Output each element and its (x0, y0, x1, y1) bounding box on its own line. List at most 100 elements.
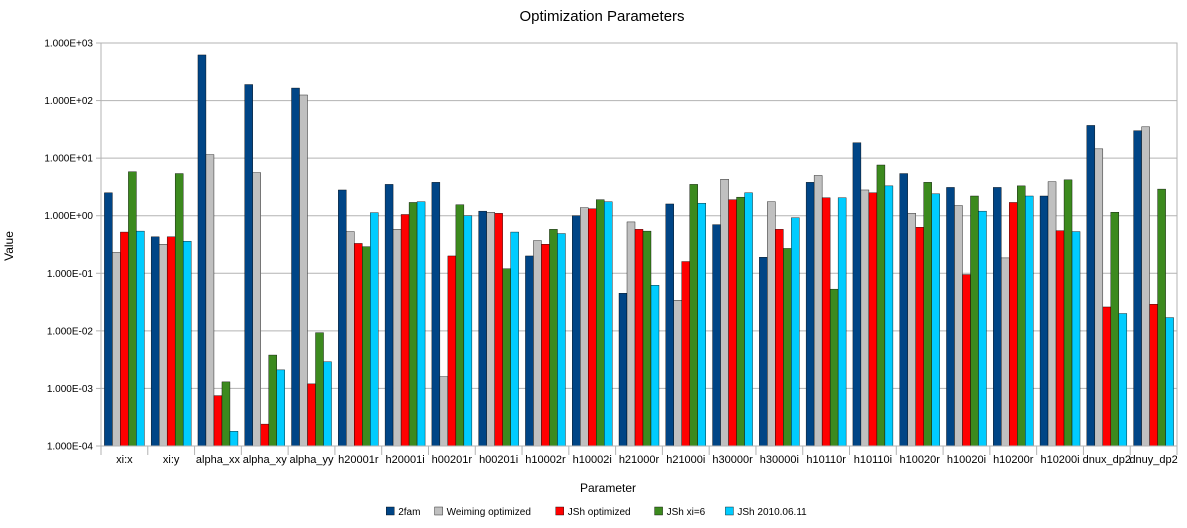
bar-jsh-xi-6-h10200i (1063, 179, 1073, 447)
bar-jsh-2010-06-11-h10020i (978, 210, 987, 447)
bar-weiming-optimized-alpha-xy (252, 172, 261, 447)
bar-jsh-optimized-h10020i (962, 274, 971, 447)
bar-2fam-h10110i (852, 142, 862, 447)
y-tick-label: 1.000E-02 (47, 326, 94, 337)
bar-jsh-2010-06-11-h30000i (791, 217, 800, 447)
x-tick-label: xi:x (116, 454, 133, 466)
bar-weiming-optimized-h20001r (346, 231, 355, 447)
bar-2fam-h10110r (805, 182, 815, 447)
x-tick-label: h21000r (619, 454, 660, 466)
bar-jsh-2010-06-11-h20001r (370, 212, 379, 447)
bar-jsh-2010-06-11-alpha-yy (323, 361, 332, 447)
x-tick-label: alpha_xy (243, 454, 288, 466)
bar-2fam-h10002r (525, 255, 534, 447)
x-tick-label: alpha_yy (289, 454, 334, 466)
bar-jsh-xi-6-h00201i (502, 268, 511, 447)
bar-jsh-xi-6-dnux-dp2 (1110, 212, 1120, 447)
y-tick-label: 1.000E+00 (44, 211, 93, 222)
bar-jsh-2010-06-11-h10200i (1071, 231, 1081, 447)
bar-weiming-optimized-h10020r (907, 213, 916, 447)
bar-jsh-optimized-h30000r (728, 199, 737, 447)
x-tick-label: dnuy_dp2 (1129, 454, 1177, 466)
bar-jsh-2010-06-11-h30000r (744, 192, 753, 447)
bar-jsh-xi-6-h20001r (362, 246, 371, 447)
legend-label: JSh optimized (568, 507, 631, 518)
legend-swatch (386, 506, 395, 516)
bar-jsh-optimized-h10200r (1009, 202, 1018, 447)
bar-jsh-xi-6-h21000r (642, 230, 652, 447)
bar-jsh-xi-6-h30000r (736, 196, 745, 447)
axes (100, 42, 1178, 455)
x-tick-label: h20001i (386, 454, 425, 466)
x-tick-label: alpha_xx (196, 454, 241, 466)
bar-jsh-xi-6-alpha-yy (315, 332, 324, 447)
bar-jsh-optimized-h00201r (447, 255, 457, 447)
bar-jsh-2010-06-11-h10002r (557, 233, 566, 447)
bar-jsh-2010-06-11-h21000r (650, 285, 660, 447)
legend-label: 2fam (398, 507, 420, 518)
bar-jsh-xi-6-xi-x (128, 171, 137, 447)
legend-swatch (555, 506, 564, 516)
bar-jsh-2010-06-11-h00201i (510, 231, 519, 447)
bar-jsh-optimized-alpha-yy (307, 383, 316, 447)
bar-jsh-optimized-dnux-dp2 (1102, 306, 1112, 447)
bar-jsh-2010-06-11-alpha-xy (276, 369, 285, 447)
bar-jsh-xi-6-h10200r (1017, 185, 1026, 447)
bar-weiming-optimized-h10200i (1047, 181, 1057, 447)
bar-weiming-optimized-h30000i (767, 201, 776, 447)
bar-weiming-optimized-h21000r (626, 221, 636, 447)
bar-jsh-optimized-alpha-xy (260, 423, 269, 447)
bar-2fam-h10200i (1039, 195, 1049, 447)
chart-title: Optimization Parameters (519, 8, 684, 25)
bar-jsh-optimized-h10002r (541, 244, 550, 447)
bar-2fam-h10020r (899, 173, 908, 447)
bar-jsh-xi-6-h10020i (970, 195, 979, 447)
bar-2fam-h10200r (993, 187, 1002, 447)
y-tick-label: 1.000E+01 (44, 154, 93, 165)
bar-weiming-optimized-h10002i (580, 207, 589, 447)
bar-jsh-optimized-h30000i (775, 229, 784, 447)
bar-weiming-optimized-h21000i (673, 300, 682, 447)
bar-jsh-xi-6-h10002i (596, 199, 605, 447)
bar-2fam-h20001i (384, 184, 394, 447)
bar-jsh-2010-06-11-h10002i (604, 201, 613, 447)
bar-weiming-optimized-h10002r (533, 240, 542, 447)
x-tick-label: h30000r (712, 454, 753, 466)
x-tick-label: h10002i (573, 454, 612, 466)
bar-jsh-2010-06-11-h10200r (1025, 195, 1034, 447)
bar-jsh-optimized-dnuy-dp2 (1149, 304, 1158, 447)
bar-jsh-2010-06-11-h10110i (884, 185, 894, 447)
bar-2fam-h10002i (572, 215, 581, 447)
bar-2fam-xi-x (104, 192, 113, 447)
bar-jsh-optimized-h21000r (634, 229, 644, 447)
legend-label: JSh xi=6 (667, 507, 706, 518)
bar-weiming-optimized-h10200r (1001, 257, 1010, 447)
bar-jsh-2010-06-11-h20001i (416, 201, 426, 447)
bar-2fam-alpha-xx (197, 54, 207, 447)
bar-jsh-optimized-xi-x (120, 231, 129, 447)
y-tick-label: 1.000E-03 (47, 384, 94, 395)
bar-weiming-optimized-h00201r (439, 376, 449, 447)
bar-jsh-xi-6-alpha-xy (268, 354, 277, 447)
bar-2fam-h21000i (665, 203, 674, 447)
x-tick-label: h10200r (993, 454, 1034, 466)
bar-weiming-optimized-xi-y (158, 244, 168, 447)
x-tick-label: h10200i (1040, 454, 1079, 466)
bar-jsh-optimized-h20001r (354, 243, 363, 447)
bar-jsh-xi-6-alpha-xx (221, 381, 231, 447)
bar-2fam-h21000r (618, 293, 628, 447)
bar-2fam-h20001r (338, 189, 347, 447)
bar-jsh-optimized-h21000i (681, 261, 690, 447)
x-tick-label: xi:y (163, 454, 180, 466)
x-tick-label: h21000i (666, 454, 705, 466)
bar-jsh-optimized-h00201i (494, 213, 503, 447)
x-tick-label: h10020i (947, 454, 986, 466)
bar-jsh-2010-06-11-dnuy-dp2 (1165, 317, 1174, 447)
bar-jsh-optimized-h20001i (400, 214, 410, 447)
bar-weiming-optimized-h00201i (486, 212, 495, 447)
legend: 2fam Weiming optimized JSh optimized JSh xi… (386, 506, 807, 518)
bar-jsh-optimized-h10002i (588, 208, 597, 447)
bar-2fam-h10020i (946, 187, 955, 447)
bar-2fam-h00201r (431, 182, 441, 447)
